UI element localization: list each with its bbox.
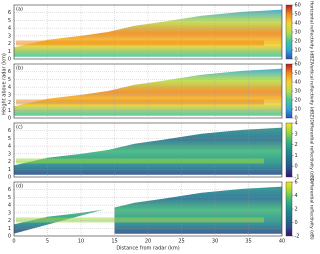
y-tick-label: 5 (8, 77, 11, 83)
y-tick-label: 0 (8, 57, 11, 63)
y-tick-label: 3 (8, 92, 11, 98)
colorbar-tick-label: 10 (295, 48, 301, 54)
colorbar-tick-label: -1 (295, 175, 300, 181)
colorbar-tick-label: 50 (295, 12, 301, 18)
y-tick-label: 4 (8, 85, 11, 91)
colorbar-tick-label: 2 (295, 142, 298, 148)
y-tick-label: 2 (8, 218, 11, 224)
y-tick-label: 5 (8, 195, 11, 201)
y-axis-label: Height above radar (km) (2, 53, 8, 115)
y-tick-label: 6 (8, 128, 11, 134)
colorbar-label: Differential reflectivity (dB) (309, 119, 315, 180)
bright-band (16, 217, 264, 223)
colorbar-tick-label: 4 (295, 121, 298, 127)
colorbar (285, 122, 293, 178)
x-tick-label: 20 (145, 239, 151, 245)
colorbar-tick-label: 10 (295, 107, 301, 113)
y-tick-label: 2 (8, 159, 11, 165)
plot-frame (13, 4, 283, 60)
plot-frame (13, 63, 283, 119)
x-tick-label: 35 (245, 239, 251, 245)
colorbar-label: Vertical reflectivity (dBZ) (309, 63, 315, 119)
y-tick-label: 3 (8, 210, 11, 216)
colorbar (285, 63, 293, 119)
y-tick-label: 4 (8, 144, 11, 150)
x-tick-label: 0 (12, 239, 15, 245)
colorbar-tick-label: 60 (295, 3, 301, 9)
bright-band (16, 40, 264, 46)
y-tick-label: 6 (8, 69, 11, 75)
colorbar-tick-label: 20 (295, 39, 301, 45)
colorbar (285, 4, 293, 60)
colorbar-label: Differential reflectivity (dB) (309, 178, 315, 239)
y-tick-label: 3 (8, 151, 11, 157)
colorbar-tick-label: 0 (295, 116, 298, 122)
panel-label: (d) (16, 184, 23, 190)
y-tick-label: 1 (8, 226, 11, 232)
y-tick-label: 6 (8, 187, 11, 193)
colorbar (285, 181, 293, 237)
colorbar-tick-label: 0 (295, 220, 298, 226)
x-tick-label: 5 (46, 239, 49, 245)
colorbar-tick-label: -2 (295, 234, 300, 240)
y-tick-label: 4 (8, 26, 11, 32)
colorbar-tick-label: 6 (295, 180, 298, 186)
colorbar-tick-label: 40 (295, 80, 301, 86)
panel-label: (c) (16, 125, 23, 131)
y-tick-label: 2 (8, 41, 11, 47)
y-tick-label: 5 (8, 18, 11, 24)
colorbar-tick-label: 50 (295, 71, 301, 77)
x-tick-label: 15 (111, 239, 117, 245)
x-tick-label: 40 (279, 239, 285, 245)
plot-frame (13, 181, 283, 237)
y-tick-label: 1 (8, 49, 11, 55)
y-tick-label: 6 (8, 10, 11, 16)
plot-frame (13, 122, 283, 178)
x-tick-label: 10 (78, 239, 84, 245)
panel-label: (b) (16, 66, 23, 72)
bright-band (16, 99, 264, 105)
x-axis-label: Distance from radar (km) (116, 246, 179, 252)
y-tick-label: 4 (8, 203, 11, 209)
y-tick-label: 1 (8, 108, 11, 114)
y-tick-label: 2 (8, 100, 11, 106)
colorbar-tick-label: 20 (295, 98, 301, 104)
bright-band (16, 158, 264, 164)
colorbar-tick-label: 2 (295, 207, 298, 213)
colorbar-tick-label: 60 (295, 62, 301, 68)
y-tick-label: 1 (8, 167, 11, 173)
x-tick-label: 30 (212, 239, 218, 245)
colorbar-tick-label: 40 (295, 21, 301, 27)
y-tick-label: 0 (8, 175, 11, 181)
panel-label: (a) (16, 7, 23, 13)
colorbar-tick-label: 30 (295, 89, 301, 95)
colorbar-tick-label: 0 (295, 164, 298, 170)
colorbar-tick-label: 30 (295, 30, 301, 36)
y-tick-label: 0 (8, 234, 11, 240)
colorbar-tick-label: 3 (295, 131, 298, 137)
colorbar-label: Horizontal reflectivity (dBZ) (309, 1, 315, 64)
y-tick-label: 0 (8, 116, 11, 122)
y-tick-label: 3 (8, 33, 11, 39)
x-tick-label: 25 (178, 239, 184, 245)
colorbar-tick-label: 0 (295, 57, 298, 63)
colorbar-tick-label: 4 (295, 193, 298, 199)
colorbar-tick-label: 1 (295, 153, 298, 159)
y-tick-label: 5 (8, 136, 11, 142)
